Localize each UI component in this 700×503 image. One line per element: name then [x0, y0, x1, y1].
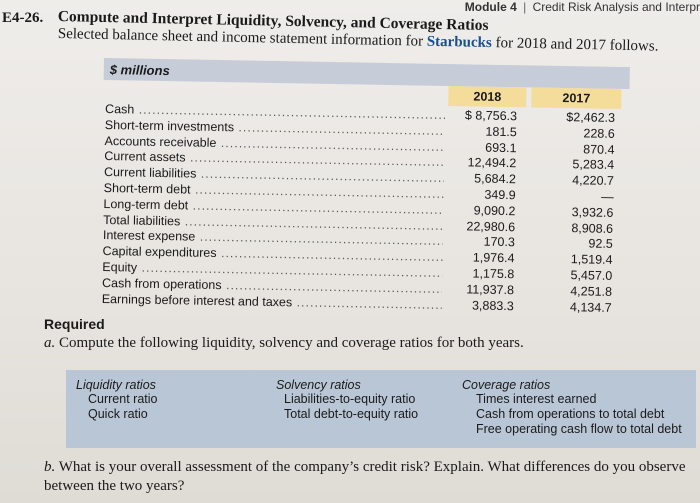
- liquidity-ratios: Liquidity ratios Current ratio Quick rat…: [76, 378, 157, 422]
- value-2017: 4,134.7: [569, 299, 612, 315]
- value-2017: 92.5: [588, 236, 613, 252]
- solvency-heading: Solvency ratios: [276, 378, 361, 392]
- value-2018: 12,494.2: [467, 155, 517, 171]
- ratio-item: Current ratio: [88, 392, 158, 406]
- value-2017: 4,220.7: [572, 173, 615, 189]
- column-header-2017: 2017: [531, 87, 622, 110]
- header-separator: |: [523, 0, 527, 14]
- value-2017: 228.6: [583, 126, 615, 141]
- task-a-text: Compute the following liquidity, solvenc…: [59, 335, 524, 351]
- page-header: Module 4 | Credit Risk Analysis and Inte…: [465, 0, 700, 14]
- task-b-letter: b.: [44, 459, 56, 475]
- value-2017: 4,251.8: [570, 283, 613, 299]
- solvency-ratios: Solvency ratios Liabilities-to-equity ra…: [276, 378, 418, 422]
- value-2017: $2,462.3: [566, 110, 616, 125]
- module-label: Module 4: [464, 0, 517, 14]
- column-header-2018: 2018: [448, 86, 527, 108]
- value-2017: 870.4: [583, 141, 615, 157]
- value-2018: 11,937.8: [466, 282, 515, 297]
- coverage-heading: Coverage ratios: [462, 378, 551, 392]
- value-2018: 9,090.2: [473, 203, 516, 218]
- value-2018: $ 8,756.3: [464, 108, 518, 124]
- section-label: Credit Risk Analysis and Interpr: [532, 0, 700, 14]
- company-name: Starbucks: [426, 33, 492, 52]
- value-2017: 5,457.0: [570, 268, 613, 283]
- value-2018: 349.9: [484, 187, 516, 203]
- ratio-item: Times interest earned: [476, 392, 597, 406]
- units-label: $ millions: [109, 61, 170, 78]
- value-2018: 693.1: [485, 140, 517, 155]
- value-2017: —: [601, 189, 614, 204]
- value-2018: 3,883.3: [471, 298, 514, 313]
- financial-table: $ millions 2018 2017 Cash$ 8,756.3$2,462…: [99, 58, 630, 339]
- task-b: b. What is your overall assessment of th…: [44, 458, 700, 496]
- ratio-item: Quick ratio: [88, 407, 148, 421]
- ratio-item: Free operating cash flow to total debt: [476, 422, 682, 436]
- value-2018: 5,684.2: [474, 171, 517, 187]
- value-2017: 8,908.6: [571, 220, 614, 236]
- value-2018: 170.3: [483, 235, 515, 250]
- value-2017: 3,932.6: [571, 204, 614, 220]
- task-b-text: What is your overall assessment of the c…: [44, 459, 686, 494]
- value-2018: 1,976.4: [472, 250, 515, 266]
- liquidity-heading: Liquidity ratios: [76, 378, 156, 392]
- ratio-box: Liquidity ratios Current ratio Quick rat…: [66, 370, 696, 448]
- ratio-item: Cash from operations to total debt: [476, 407, 665, 421]
- exercise-number: E4-26.: [2, 10, 44, 26]
- task-a: a. Compute the following liquidity, solv…: [44, 335, 524, 352]
- subtitle-suffix: for 2018 and 2017 follows.: [491, 35, 659, 55]
- table-header-bar: $ millions: [103, 58, 630, 90]
- task-a-letter: a.: [44, 335, 56, 351]
- value-2017: 1,519.4: [570, 252, 613, 268]
- ratio-item: Liabilities-to-equity ratio: [284, 392, 416, 406]
- value-2018: 181.5: [485, 124, 517, 140]
- required-heading: Required: [44, 316, 105, 332]
- value-2018: 1,175.8: [472, 266, 515, 282]
- value-2017: 5,283.4: [572, 157, 615, 173]
- value-2018: 22,980.6: [466, 218, 516, 234]
- ratio-item: Total debt-to-equity ratio: [284, 407, 419, 421]
- coverage-ratios: Coverage ratios Times interest earned Ca…: [462, 378, 682, 437]
